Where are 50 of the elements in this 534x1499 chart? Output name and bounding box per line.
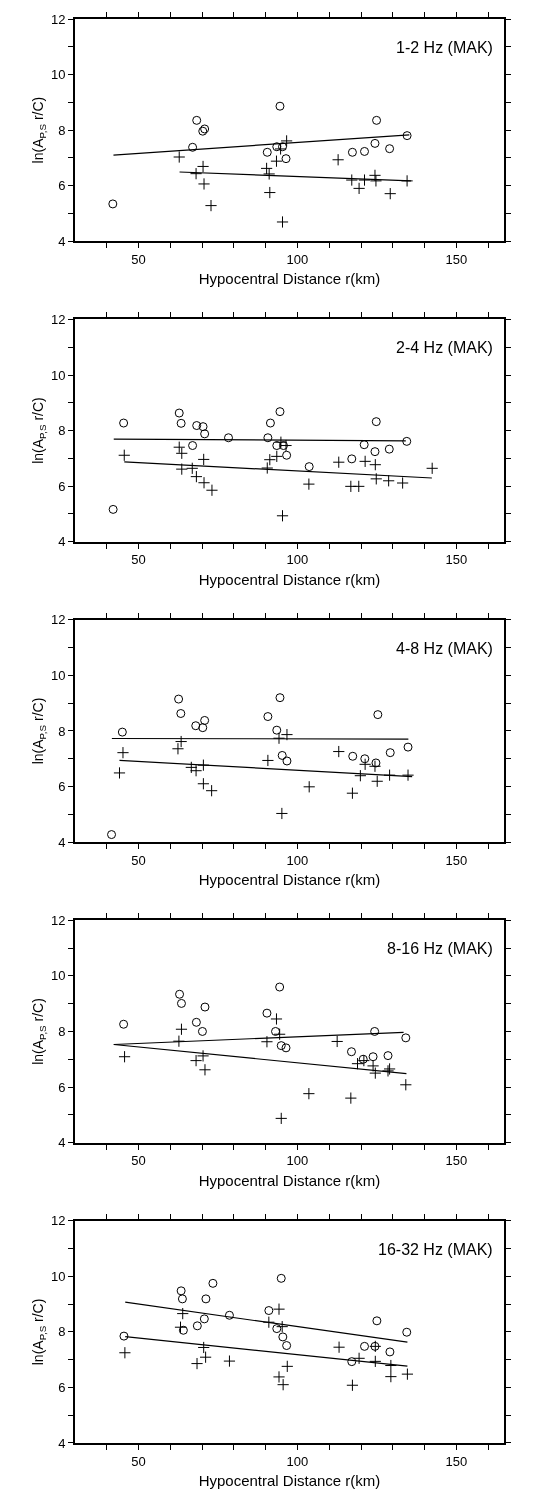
x-axis-title: Hypocentral Distance r(km) [198, 871, 381, 889]
y-tick-label: 6 [58, 779, 66, 795]
text: 8-16 Hz (MAK) [387, 940, 493, 957]
y-tick-label: 12 [50, 312, 66, 328]
x-axis-title: Hypocentral Distance r(km) [198, 270, 381, 288]
x-tick-label: 150 [445, 1153, 468, 1169]
text: 1-2 Hz (MAK) [396, 39, 493, 56]
y-tick-label: 4 [58, 233, 66, 249]
y-tick-label: 12 [50, 912, 66, 928]
y-tick-label: 8 [58, 423, 66, 439]
y-tick-label: 4 [58, 834, 66, 850]
y-tick-label: 6 [58, 478, 66, 494]
y-tick-label: 12 [50, 1213, 66, 1229]
x-tick-label: 100 [286, 552, 309, 568]
x-tick-label: 50 [131, 552, 146, 568]
x-tick-label: 100 [286, 1153, 309, 1169]
y-tick-label: 6 [58, 1380, 66, 1396]
y-tick-label: 10 [50, 67, 66, 83]
y-tick-label: 10 [50, 367, 66, 383]
text: 2-4 Hz (MAK) [396, 339, 493, 356]
x-axis-title: Hypocentral Distance r(km) [198, 1472, 381, 1490]
x-axis-title: Hypocentral Distance r(km) [198, 570, 381, 588]
y-tick-label: 8 [58, 1024, 66, 1040]
x-tick-label: 100 [286, 251, 309, 267]
y-tick-label: 4 [58, 1135, 66, 1151]
x-tick-label: 150 [445, 251, 468, 267]
x-tick-label: 150 [445, 1453, 468, 1469]
x-tick-label: 50 [131, 852, 146, 868]
y-tick-label: 4 [58, 1435, 66, 1451]
y-tick-label: 12 [50, 11, 66, 27]
x-axis-title: Hypocentral Distance r(km) [198, 1171, 381, 1189]
x-tick-label: 150 [445, 852, 468, 868]
text: 4-8 Hz (MAK) [396, 640, 493, 657]
x-tick-label: 100 [286, 852, 309, 868]
y-tick-label: 6 [58, 178, 66, 194]
y-tick-label: 8 [58, 723, 66, 739]
y-tick-label: 4 [58, 534, 66, 550]
y-tick-label: 10 [50, 1268, 66, 1284]
x-tick-label: 50 [131, 1153, 146, 1169]
y-tick-label: 10 [50, 968, 66, 984]
y-tick-label: 8 [58, 1324, 66, 1340]
y-tick-label: 12 [50, 612, 66, 628]
y-tick-label: 8 [58, 122, 66, 138]
y-tick-label: 10 [50, 668, 66, 684]
x-tick-label: 150 [445, 552, 468, 568]
x-tick-label: 50 [131, 251, 146, 267]
y-tick-label: 6 [58, 1079, 66, 1095]
text: 16-32 Hz (MAK) [378, 1241, 493, 1258]
x-tick-label: 50 [131, 1453, 146, 1469]
x-tick-label: 100 [286, 1453, 309, 1469]
